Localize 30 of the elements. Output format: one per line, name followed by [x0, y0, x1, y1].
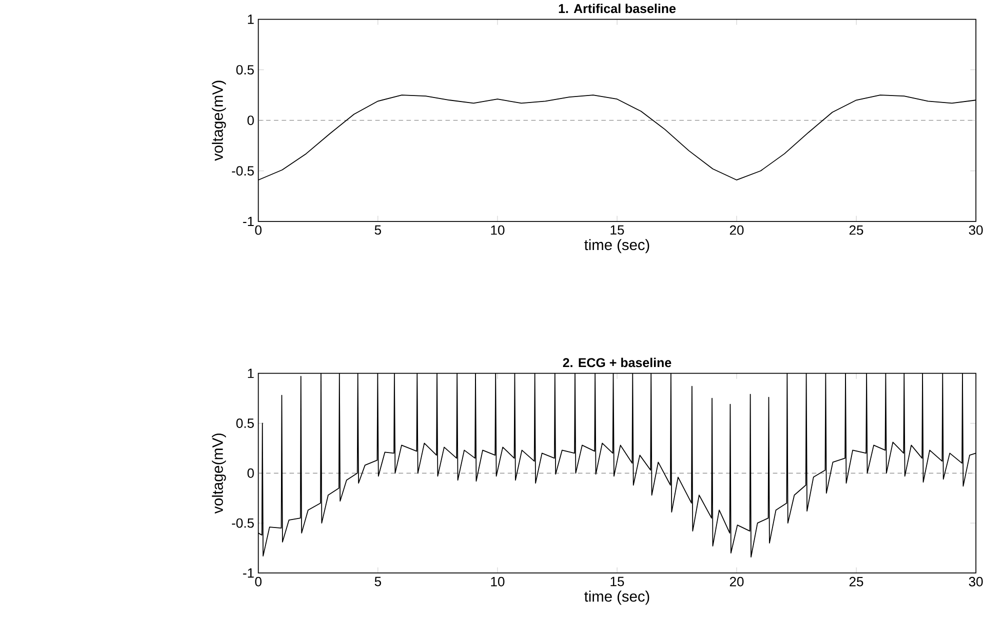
- y-tick-label: 1: [248, 14, 254, 24]
- x-tick-label: 25: [850, 576, 864, 586]
- chart-title: 1. Artifical baseline: [558, 4, 676, 14]
- x-tick-label: 30: [968, 576, 983, 586]
- y-tick-label: 0: [247, 116, 254, 126]
- y-tick-label: -0.5: [232, 166, 254, 176]
- x-tick-label: 20: [730, 225, 744, 235]
- y-tick-label: 0.5: [236, 65, 254, 75]
- x-axis-title: time (sec): [584, 239, 650, 254]
- x-tick-label: 5: [374, 225, 382, 235]
- x-tick-label: 0: [255, 225, 262, 235]
- x-tick-label: 10: [491, 576, 504, 586]
- y-tick-label: -0.5: [232, 518, 254, 528]
- x-tick-label: 5: [374, 576, 382, 586]
- x-axis-title: time (sec): [584, 590, 650, 605]
- x-tick-label: 30: [968, 225, 983, 235]
- y-tick-label: 0.5: [236, 418, 254, 428]
- x-tick-label: 15: [610, 225, 624, 235]
- chart-title: 2. ECG + baseline: [563, 358, 672, 368]
- y-tick-label: -1: [243, 568, 254, 578]
- x-tick-label: 20: [730, 576, 744, 586]
- y-tick-label: 0: [247, 468, 254, 478]
- y-axis-title: voltage(mV): [212, 434, 226, 514]
- x-tick-label: 10: [491, 225, 504, 235]
- x-tick-label: 15: [610, 576, 624, 586]
- y-tick-label: -1: [243, 216, 254, 226]
- y-tick-label: 1: [248, 368, 254, 378]
- y-axis-title: voltage(mV): [212, 80, 226, 161]
- x-tick-label: 25: [850, 225, 864, 235]
- x-tick-label: 0: [255, 576, 262, 586]
